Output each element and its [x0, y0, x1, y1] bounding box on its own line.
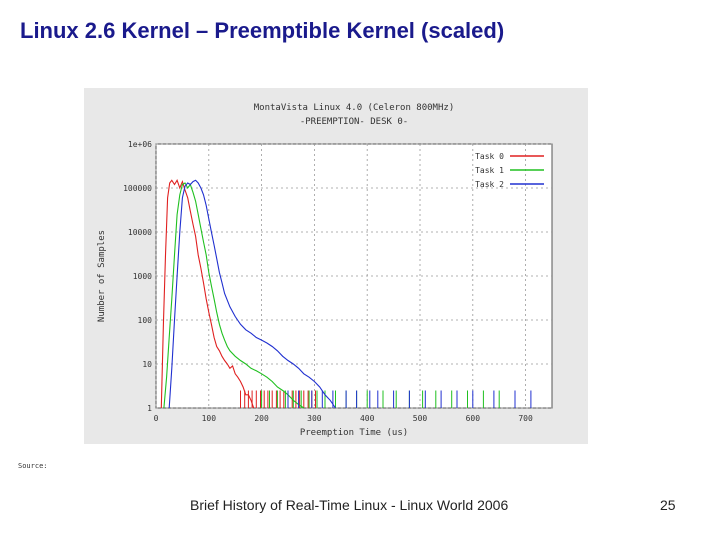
series-line: [163, 182, 305, 409]
y-tick-label: 10: [142, 360, 152, 369]
x-tick-label: 400: [360, 414, 375, 423]
y-tick-label: 1000: [133, 272, 152, 281]
chart-svg: 0 100 200 300 400 500 600 700 1 10 100 1000 10000 100…: [84, 88, 588, 444]
y-tick-label: 100000: [123, 184, 152, 193]
legend-label: Task 2: [475, 180, 504, 189]
slide-title: Linux 2.6 Kernel – Preemptible Kernel (s…: [20, 18, 505, 43]
x-tick-label: 300: [307, 414, 322, 423]
legend: Task 0 Task 1 Task 2: [475, 152, 544, 189]
y-tick-label: 100: [138, 316, 153, 325]
x-tick-label: 500: [413, 414, 428, 423]
y-tick-label: 1e+06: [128, 140, 152, 149]
chart-title: MontaVista Linux 4.0 (Celeron 800MHz): [254, 103, 454, 113]
ticks: 0 100 200 300 400 500 600 700 1 10 100 1000 10000 100…: [123, 140, 533, 423]
chart-figure: 0 100 200 300 400 500 600 700 1 10 100 1000 10000 100…: [84, 88, 588, 444]
slide-footer: Brief History of Real-Time Linux - Linux…: [190, 497, 509, 513]
chart-subtitle: -PREEMPTION- DESK 0-: [300, 117, 408, 127]
source-label: Source:: [18, 462, 48, 470]
legend-label: Task 0: [475, 152, 504, 161]
legend-label: Task 1: [475, 166, 504, 175]
y-tick-label: 1: [147, 404, 152, 413]
series-line: [168, 179, 336, 409]
x-tick-label: 0: [154, 414, 159, 423]
x-tick-label: 600: [466, 414, 481, 423]
x-axis-label: Preemption Time (us): [300, 428, 408, 438]
x-tick-label: 200: [254, 414, 269, 423]
y-tick-label: 10000: [128, 228, 152, 237]
page-number: 25: [660, 497, 676, 513]
series-layer: [160, 179, 532, 409]
series-line: [160, 179, 255, 409]
y-axis-label: Number of Samples: [97, 230, 107, 322]
x-tick-label: 100: [202, 414, 217, 423]
grid: [155, 143, 552, 409]
x-tick-label: 700: [518, 414, 533, 423]
